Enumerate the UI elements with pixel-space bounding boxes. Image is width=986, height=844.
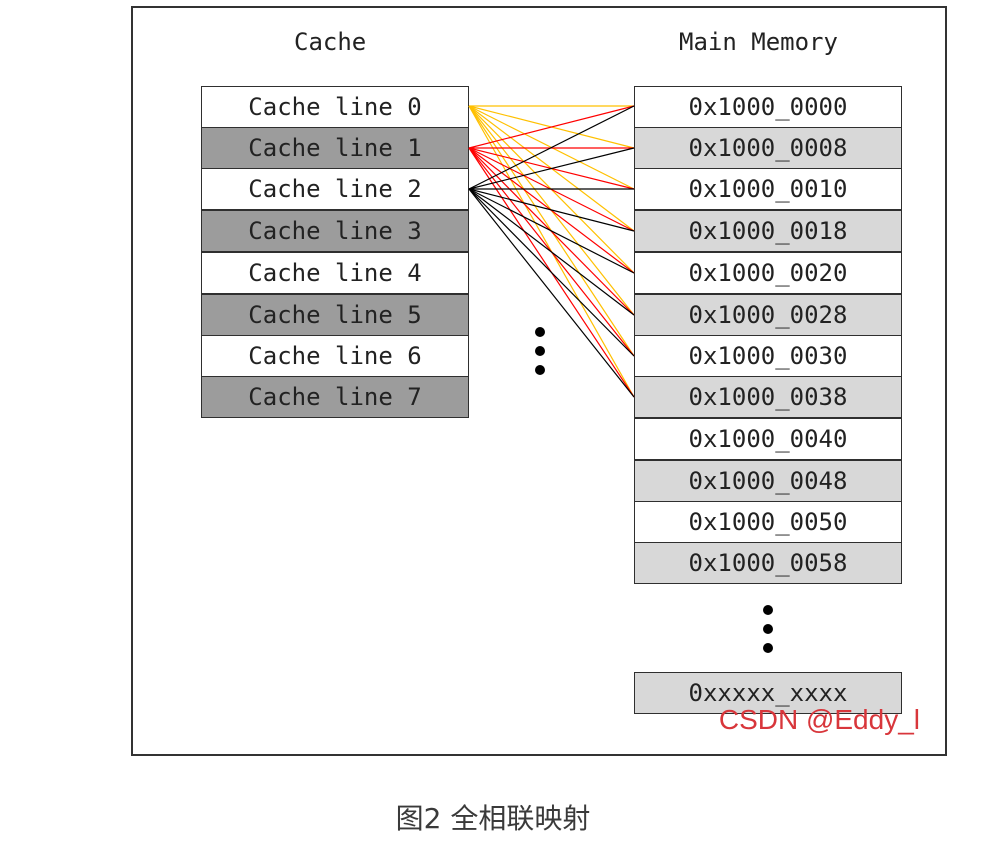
memory-block: 0x1000_0058 <box>634 542 902 584</box>
memory-block: 0x1000_0030 <box>634 335 902 377</box>
memory-block: 0x1000_0010 <box>634 168 902 210</box>
memory-block: 0x1000_0018 <box>634 210 902 252</box>
memory-block-last: 0xxxxx_xxxx <box>634 672 902 714</box>
memory-block: 0x1000_0008 <box>634 127 902 169</box>
memory-block: 0x1000_0038 <box>634 376 902 418</box>
cache-line: Cache line 6 <box>201 335 469 377</box>
memory-block: 0x1000_0020 <box>634 252 902 294</box>
cache-line: Cache line 2 <box>201 168 469 210</box>
watermark: CSDN @Eddy_l <box>718 704 920 735</box>
ellipsis-dots <box>532 327 548 384</box>
figure-caption: 图2 全相联映射 <box>395 802 591 835</box>
cache-line: Cache line 0 <box>201 86 469 128</box>
memory-block: 0x1000_0000 <box>634 86 902 128</box>
memory-block: 0x1000_0040 <box>634 418 902 460</box>
memory-block: 0x1000_0028 <box>634 294 902 336</box>
ellipsis-dots <box>760 605 776 662</box>
cache-line: Cache line 7 <box>201 376 469 418</box>
memory-block: 0x1000_0048 <box>634 460 902 502</box>
cache-line: Cache line 4 <box>201 252 469 294</box>
cache-line: Cache line 3 <box>201 210 469 252</box>
cache-heading: Cache <box>294 28 367 56</box>
cache-line: Cache line 1 <box>201 127 469 169</box>
memory-block: 0x1000_0050 <box>634 501 902 543</box>
cache-line: Cache line 5 <box>201 294 469 336</box>
memory-heading: Main Memory <box>679 28 838 56</box>
